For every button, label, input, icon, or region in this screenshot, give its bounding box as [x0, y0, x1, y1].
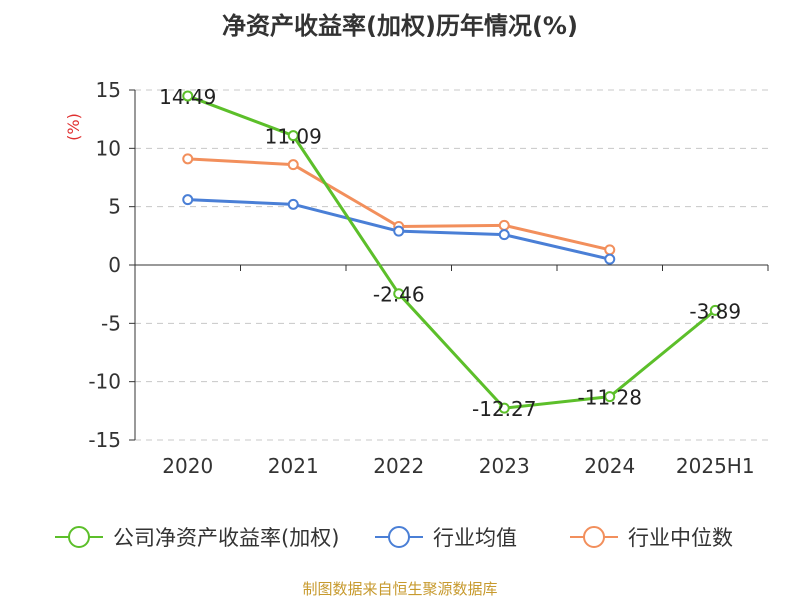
legend-label: 行业中位数 — [628, 526, 733, 550]
axes: 15 10 5 0 -5 -10 -15 2020 2021 2022 2023 2024 2025H1… — [64, 78, 769, 478]
x-tick-label: 2025H1 — [676, 454, 755, 478]
x-tick-label: 2022 — [373, 454, 424, 478]
data-point[interactable] — [709, 304, 721, 316]
y-tick-label: 0 — [108, 253, 121, 277]
data-point[interactable] — [498, 402, 510, 414]
y-tick-label: -15 — [88, 428, 121, 452]
legend-marker — [583, 526, 605, 548]
x-tick-label: 2024 — [584, 454, 635, 478]
legend-marker — [388, 526, 410, 548]
data-point[interactable] — [182, 194, 194, 206]
data-label: 11.09 — [265, 125, 322, 149]
data-point[interactable] — [287, 159, 299, 171]
y-tick-label: 10 — [96, 136, 121, 160]
legend-item[interactable]: 行业中位数 — [570, 526, 733, 550]
data-point[interactable] — [182, 153, 194, 165]
data-point[interactable] — [393, 288, 405, 300]
data-label: -2.46 — [373, 283, 425, 307]
chart-title: 净资产收益率(加权)历年情况(%) — [222, 12, 578, 40]
y-axis-label: (%) — [64, 113, 83, 141]
y-tick-label: -5 — [101, 311, 121, 335]
data-point[interactable] — [287, 130, 299, 142]
data-point[interactable] — [498, 219, 510, 231]
data-labels: 14.49 11.09 -2.46 -12.27 -11.28 -3.89 — [159, 85, 741, 421]
legend-item[interactable]: 公司净资产收益率(加权) — [55, 526, 339, 550]
y-tick-label: 15 — [96, 78, 121, 102]
x-tick-label: 2023 — [479, 454, 530, 478]
data-point[interactable] — [182, 90, 194, 102]
legend-label: 行业均值 — [433, 526, 517, 550]
data-label: 14.49 — [159, 85, 216, 109]
data-point[interactable] — [287, 198, 299, 210]
legend-item[interactable]: 行业均值 — [375, 526, 517, 550]
data-point[interactable] — [604, 391, 616, 403]
data-label: -12.27 — [472, 397, 536, 421]
x-tick-label: 2020 — [162, 454, 213, 478]
legend[interactable]: 公司净资产收益率(加权) 行业均值 行业中位数 — [55, 526, 733, 550]
y-tick-label: -10 — [88, 370, 121, 394]
legend-label: 公司净资产收益率(加权) — [113, 526, 339, 550]
y-tick-label: 5 — [108, 195, 121, 219]
legend-marker — [68, 526, 90, 548]
data-label: -3.89 — [689, 299, 741, 323]
data-point[interactable] — [604, 253, 616, 265]
x-tick-label: 2021 — [268, 454, 319, 478]
data-point[interactable] — [498, 229, 510, 241]
source-note: 制图数据来自恒生聚源数据库 — [302, 580, 498, 598]
series-line — [187, 94, 717, 410]
data-label: -11.28 — [578, 386, 642, 410]
data-point[interactable] — [393, 225, 405, 237]
series-lines — [182, 90, 721, 414]
data-point[interactable] — [604, 244, 616, 256]
